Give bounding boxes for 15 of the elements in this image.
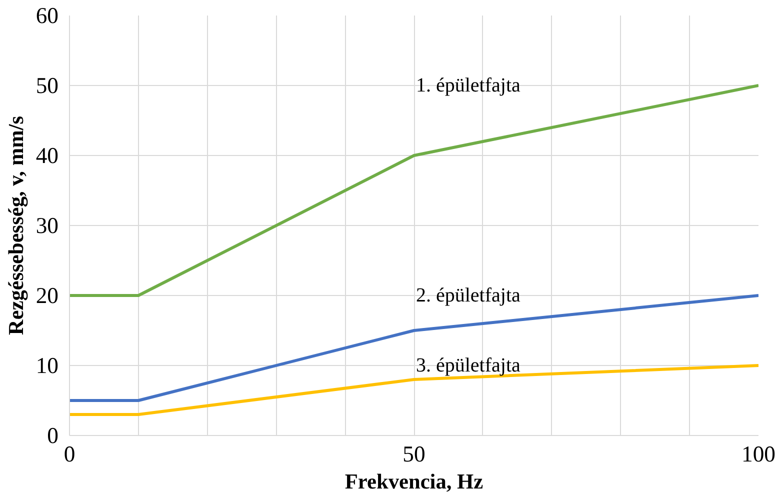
y-tick-label: 0 — [47, 423, 58, 448]
x-tick-label: 0 — [64, 442, 76, 466]
y-tick-label: 40 — [36, 143, 58, 168]
y-tick-label: 10 — [36, 353, 58, 378]
y-tick-label: 60 — [36, 3, 58, 28]
y-tick-label: 50 — [36, 73, 58, 98]
x-tick-label: 100 — [742, 442, 776, 466]
y-tick-label: 30 — [36, 213, 58, 238]
x-tick-label: 50 — [402, 442, 426, 466]
y-axis-title: Rezgéssebesség, v, mm/s — [4, 116, 28, 336]
series-label: 3. épületfajta — [416, 354, 521, 376]
series-label: 1. épületfajta — [416, 74, 521, 96]
x-axis-title: Frekvencia, Hz — [344, 470, 484, 494]
y-tick-label: 20 — [36, 283, 58, 308]
series-label: 2. épületfajta — [416, 284, 521, 306]
